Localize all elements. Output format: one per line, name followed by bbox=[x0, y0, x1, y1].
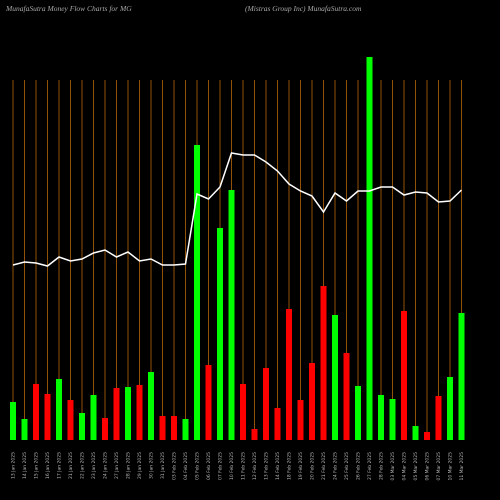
x-tick-label: 26 Feb 2025 bbox=[356, 452, 362, 480]
x-tick-label: 05 Feb 2025 bbox=[195, 452, 201, 480]
bar bbox=[217, 228, 223, 440]
bar bbox=[274, 408, 281, 440]
bar bbox=[435, 396, 442, 440]
x-tick-label: 24 Feb 2025 bbox=[333, 452, 339, 480]
bar bbox=[136, 385, 143, 440]
x-tick-label: 28 Feb 2025 bbox=[379, 452, 385, 480]
bar bbox=[401, 311, 407, 440]
x-tick-label: 13 Jan 2025 bbox=[11, 452, 17, 479]
x-tick-label: 03 Mar 2025 bbox=[390, 452, 396, 481]
bar bbox=[286, 309, 292, 440]
bar bbox=[297, 400, 304, 440]
bar bbox=[90, 395, 97, 440]
x-tick-label: 05 Mar 2025 bbox=[413, 452, 419, 481]
x-tick-label: 11 Mar 2025 bbox=[459, 452, 465, 481]
bar bbox=[67, 400, 74, 440]
x-tick-label: 27 Feb 2025 bbox=[367, 452, 373, 480]
bar bbox=[159, 416, 166, 440]
bar bbox=[125, 387, 131, 440]
x-tick-label: 18 Feb 2025 bbox=[287, 452, 293, 480]
x-tick-label: 10 Feb 2025 bbox=[229, 452, 235, 480]
x-tick-label: 31 Jan 2025 bbox=[160, 452, 166, 479]
x-tick-label: 12 Feb 2025 bbox=[252, 452, 258, 480]
x-tick-label: 04 Mar 2025 bbox=[402, 452, 408, 481]
bar bbox=[251, 429, 258, 440]
bar bbox=[355, 386, 361, 440]
bar bbox=[79, 413, 85, 440]
x-tick-label: 24 Jan 2025 bbox=[103, 452, 109, 479]
x-tick-label: 07 Mar 2025 bbox=[436, 452, 442, 481]
bar bbox=[102, 418, 108, 440]
bar bbox=[44, 394, 51, 440]
bar bbox=[458, 313, 465, 440]
bar bbox=[424, 432, 430, 440]
x-tick-label: 20 Feb 2025 bbox=[310, 452, 316, 480]
bar bbox=[263, 368, 269, 440]
bar bbox=[194, 145, 200, 440]
x-tick-label: 10 Mar 2025 bbox=[448, 452, 454, 481]
x-tick-label: 28 Jan 2025 bbox=[126, 452, 132, 479]
x-tick-label: 29 Jan 2025 bbox=[137, 452, 143, 479]
bar bbox=[389, 399, 396, 440]
x-tick-label: 21 Feb 2025 bbox=[321, 452, 327, 480]
bar bbox=[182, 419, 189, 440]
x-tick-label: 30 Jan 2025 bbox=[149, 452, 155, 479]
bar bbox=[378, 395, 384, 440]
x-tick-label: 07 Feb 2025 bbox=[218, 452, 224, 480]
bar bbox=[366, 57, 373, 440]
x-tick-label: 03 Feb 2025 bbox=[172, 452, 178, 480]
bar bbox=[21, 419, 28, 440]
x-tick-label: 23 Jan 2025 bbox=[91, 452, 97, 479]
x-tick-label: 14 Feb 2025 bbox=[275, 452, 281, 480]
bar bbox=[447, 377, 453, 440]
x-tick-label: 06 Feb 2025 bbox=[206, 452, 212, 480]
bar bbox=[33, 384, 39, 440]
bar bbox=[343, 353, 350, 440]
bar bbox=[309, 363, 315, 440]
x-tick-label: 25 Feb 2025 bbox=[344, 452, 350, 480]
x-tick-label: 14 Jan 2025 bbox=[22, 452, 28, 479]
bar bbox=[171, 416, 177, 440]
x-tick-label: 19 Feb 2025 bbox=[298, 452, 304, 480]
bar bbox=[332, 315, 338, 440]
bar bbox=[148, 372, 154, 440]
bar bbox=[10, 402, 16, 440]
x-tick-label: 11 Feb 2025 bbox=[241, 452, 247, 480]
x-tick-label: 17 Jan 2025 bbox=[57, 452, 63, 479]
x-tick-label: 22 Jan 2025 bbox=[80, 452, 86, 479]
chart-title: MunafaSutra Money Flow Charts for MG bbox=[5, 4, 132, 13]
bar bbox=[113, 388, 120, 440]
x-tick-label: 21 Jan 2025 bbox=[68, 452, 74, 479]
x-tick-label: 13 Feb 2025 bbox=[264, 452, 270, 480]
bar bbox=[240, 384, 246, 440]
bar bbox=[56, 379, 62, 440]
bar bbox=[320, 286, 327, 440]
x-tick-label: 16 Jan 2025 bbox=[45, 452, 51, 479]
bar bbox=[205, 365, 212, 440]
x-tick-label: 27 Jan 2025 bbox=[114, 452, 120, 479]
x-tick-label: 15 Jan 2025 bbox=[34, 452, 40, 479]
x-tick-label: 06 Mar 2025 bbox=[425, 452, 431, 481]
chart-subtitle: (Mistras Group Inc) MunafaSutra.com bbox=[245, 4, 362, 13]
x-tick-label: 04 Feb 2025 bbox=[183, 452, 189, 480]
money-flow-line bbox=[12, 152, 463, 267]
bar bbox=[228, 190, 235, 440]
bar bbox=[412, 426, 419, 440]
